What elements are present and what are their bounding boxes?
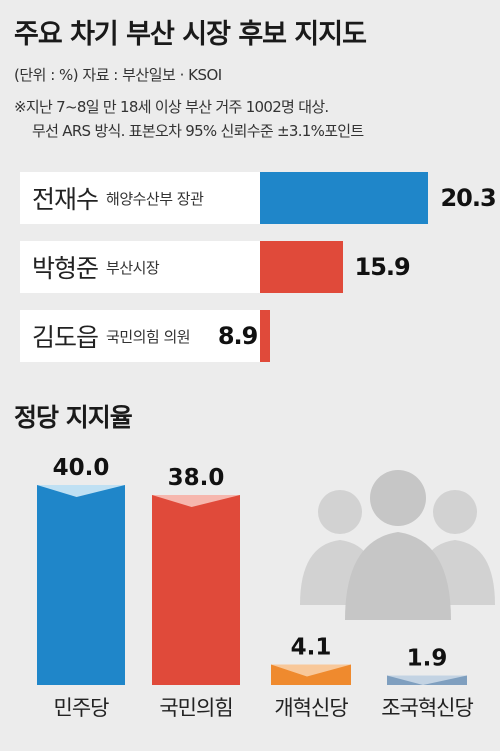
- candidate-name: 김도읍: [32, 323, 99, 352]
- source-meta: (단위 : %) 자료 : 부산일보 · KSOI: [14, 66, 222, 84]
- party-support-chart: 40.0 38.0 4.1 1.9: [37, 455, 495, 685]
- candidate-role: 부산시장: [106, 258, 160, 277]
- party-chart-title: 정당 지지율: [14, 403, 133, 432]
- candidate-label-2: 박형준 부산시장: [20, 241, 260, 293]
- survey-note-line1: ※지난 7~8일 만 18세 이상 부산 거주 1002명 대상.: [14, 98, 329, 116]
- party-bar-highlight-0: [37, 485, 125, 497]
- chart-title: 주요 차기 부산 시장 후보 지지도: [14, 19, 367, 50]
- candidate-name: 전재수: [32, 185, 99, 214]
- candidate-label-3: 김도읍 국민의힘 의원: [20, 310, 260, 362]
- party-bar-highlight-2: [271, 664, 351, 677]
- party-value-label-0: 40.0: [53, 455, 110, 481]
- people-silhouette-icon: [300, 470, 495, 620]
- candidate-label-1: 전재수 해양수산부 장관: [20, 172, 260, 224]
- party-label-democratic: 민주당: [53, 696, 110, 720]
- candidate-role: 해양수산부 장관: [106, 189, 204, 208]
- candidate-bar: [260, 310, 270, 362]
- party-label-ppp: 국민의힘: [159, 696, 233, 720]
- candidate-name: 박형준: [32, 254, 99, 283]
- candidate-value: 8.9: [217, 322, 259, 350]
- party-bar-1: [152, 495, 240, 685]
- candidate-value: 15.9: [354, 253, 411, 281]
- party-value-label-1: 38.0: [168, 465, 225, 491]
- party-bar-0: [37, 485, 125, 685]
- party-value-label-3: 1.9: [407, 646, 448, 672]
- candidate-bar: [260, 241, 343, 293]
- party-bar-highlight-3: [387, 675, 467, 685]
- party-bar-highlight-1: [152, 495, 240, 507]
- survey-note-line2: 무선 ARS 방식. 표본오차 95% 신뢰수준 ±3.1%포인트: [32, 122, 364, 140]
- candidate-role: 국민의힘 의원: [106, 327, 191, 346]
- candidate-value: 20.3: [440, 184, 496, 212]
- party-label-rebuilding: 조국혁신당: [381, 696, 474, 720]
- party-label-reform: 개혁신당: [274, 696, 348, 720]
- party-value-label-2: 4.1: [291, 635, 332, 661]
- candidate-bar: [260, 172, 429, 224]
